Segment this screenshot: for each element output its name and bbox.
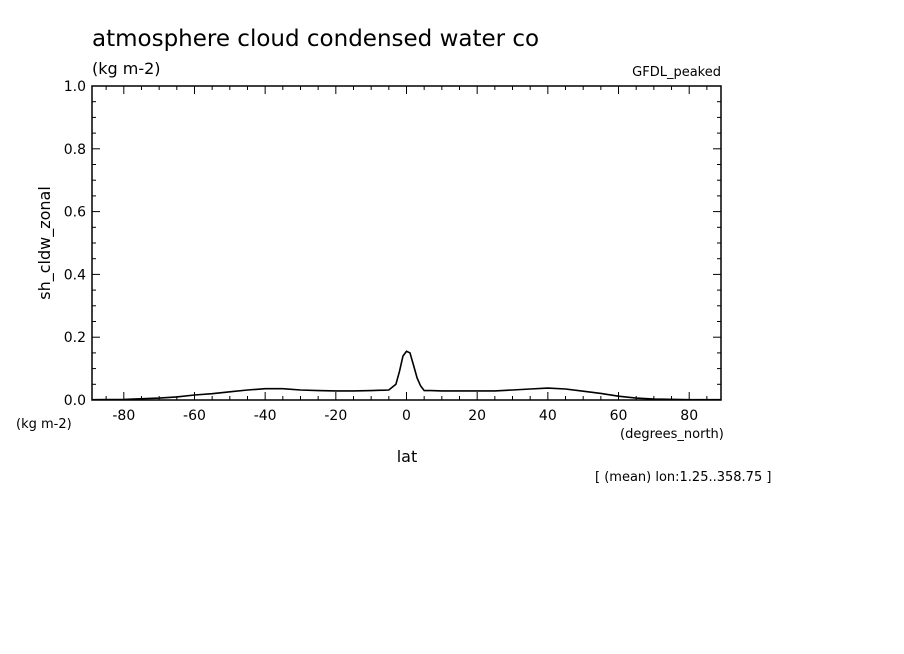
x-tick-label: 40 [539,408,557,424]
x-tick-label: -20 [324,408,347,424]
x-axis-label: lat [397,447,418,466]
footnote: [ (mean) lon:1.25..358.75 ] [595,470,771,485]
tick-marks [92,85,721,401]
chart-title: atmosphere cloud condensed water co [92,26,539,52]
x-tick-label: -80 [112,408,135,424]
series-line [91,350,721,401]
x-tick-labels: -80 -60 -40 -20 0 20 40 60 80 [112,408,698,424]
y-units-label: (kg m-2) [16,417,72,432]
x-tick-label: 80 [680,408,698,424]
y-tick-label: 0.4 [64,267,86,283]
x-tick-label: -60 [183,408,206,424]
y-tick-label: 0.0 [64,393,86,409]
y-tick-label: 0.8 [64,142,86,158]
y-tick-labels: 0.0 0.2 0.4 0.6 0.8 1.0 [64,79,86,409]
plot-frame [91,85,722,401]
y-axis-label: sh_cldw_zonal [35,186,55,300]
x-tick-label: 0 [402,408,411,424]
x-tick-label: 20 [468,408,486,424]
x-units-label: (degrees_north) [620,427,724,442]
title-units: (kg m-2) [92,59,161,78]
y-tick-label: 1.0 [64,79,86,95]
x-tick-label: -40 [254,408,277,424]
y-tick-label: 0.6 [64,205,86,221]
x-tick-label: 60 [610,408,628,424]
y-tick-label: 0.2 [64,330,86,346]
model-label: GFDL_peaked [632,65,721,80]
